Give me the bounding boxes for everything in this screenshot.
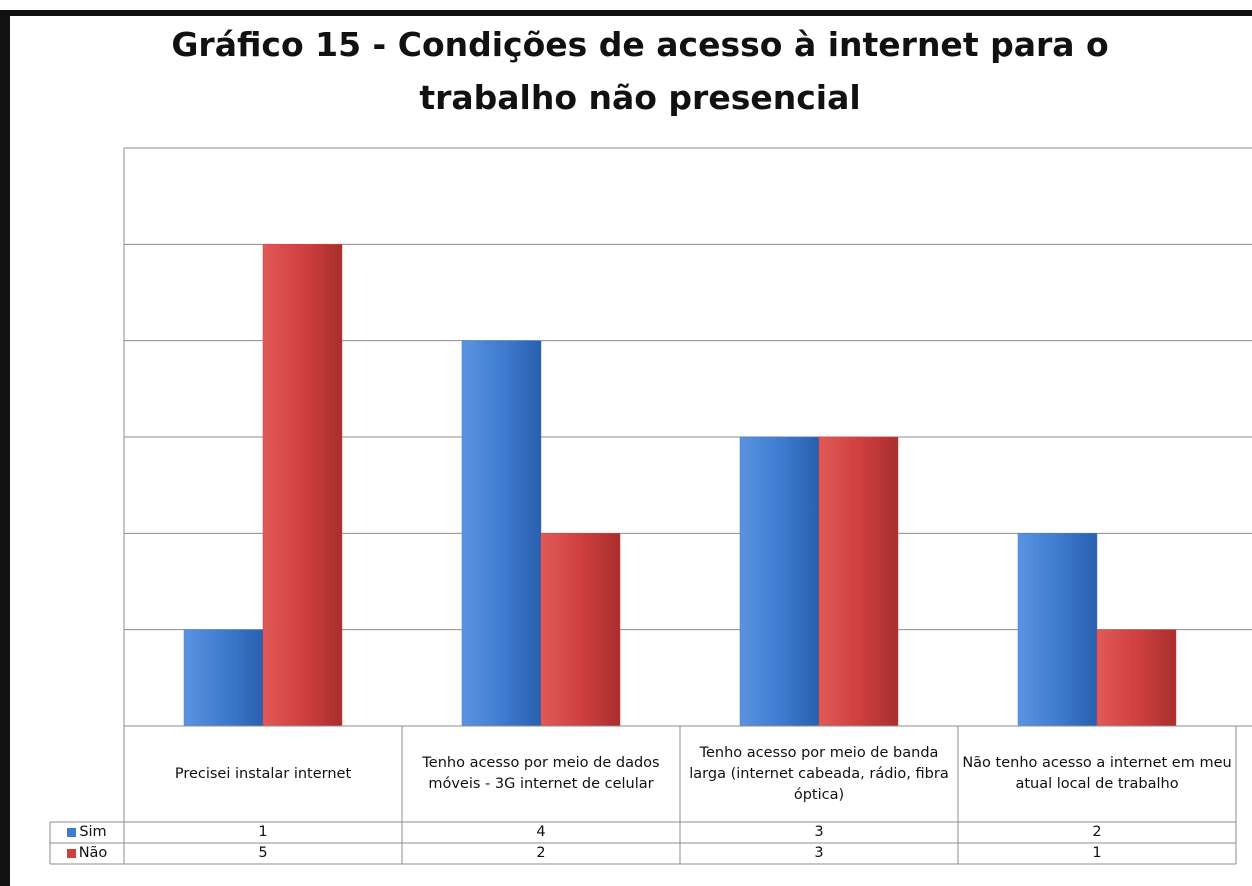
bar: [1017, 533, 1098, 727]
bar: [1096, 629, 1177, 727]
legend-label: Não: [78, 845, 108, 861]
table-value: 1: [258, 824, 268, 840]
bar: [818, 436, 899, 727]
frame-top: [0, 10, 1252, 16]
frame-left: [0, 10, 10, 886]
bar: [262, 244, 343, 727]
table-value: 2: [536, 845, 546, 861]
category-label: Tenho acesso por meio de dados móveis - …: [422, 755, 660, 792]
bar: [461, 340, 542, 727]
category-label: Não tenho acesso a internet em meu atual…: [962, 755, 1232, 792]
table-value: 4: [536, 824, 546, 840]
table-value: 1: [1092, 845, 1102, 861]
bar: [739, 436, 820, 727]
table-value: 5: [258, 845, 268, 861]
category-label: Tenho acesso por meio de banda larga (in…: [689, 744, 949, 803]
bar: [183, 629, 264, 727]
table-value: 3: [814, 824, 824, 840]
table-value: 2: [1092, 824, 1102, 840]
legend-key: [66, 849, 76, 858]
legend-label: Sim: [79, 824, 107, 840]
legend-entry: Não: [50, 843, 124, 864]
legend-key: [67, 828, 77, 837]
table-value: 3: [814, 845, 824, 861]
category-label: Precisei instalar internet: [174, 765, 352, 782]
bar: [540, 533, 621, 727]
legend-entry: Sim: [50, 822, 124, 843]
chart-title: Gráfico 15 - Condições de acesso à inter…: [171, 25, 1109, 117]
